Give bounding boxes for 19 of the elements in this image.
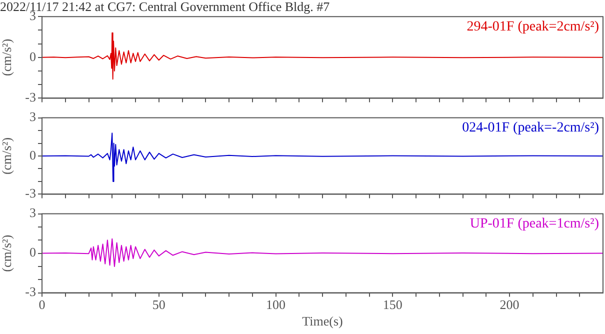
y-tick-label: -3 (25, 284, 36, 300)
y-tick-label: -3 (25, 186, 36, 201)
annotation: 294-01F (peak=2cm/s²) (466, 19, 600, 34)
y-axis-title: (cm/s²) (0, 137, 14, 175)
annotation: UP-01F (peak=1cm/s²) (470, 216, 600, 232)
y-tick-label: -3 (25, 90, 36, 105)
y-tick-label: 3 (30, 109, 36, 124)
y-tick-label: 0 (30, 244, 36, 260)
x-axis-title: Time(s) (302, 314, 343, 329)
y-tick-label: 0 (30, 48, 36, 64)
x-tick-label: 150 (382, 297, 402, 312)
y-axis-title: (cm/s²) (0, 38, 14, 76)
y-tick-label: 3 (30, 205, 36, 220)
y-axis-title: (cm/s²) (0, 234, 14, 272)
x-tick-label: 50 (152, 297, 166, 312)
y-tick-label: 0 (30, 147, 36, 162)
x-tick-label: 200 (500, 297, 520, 312)
annotation: 024-01F (peak=-2cm/s²) (462, 120, 600, 136)
x-tick-label: 100 (266, 297, 286, 312)
